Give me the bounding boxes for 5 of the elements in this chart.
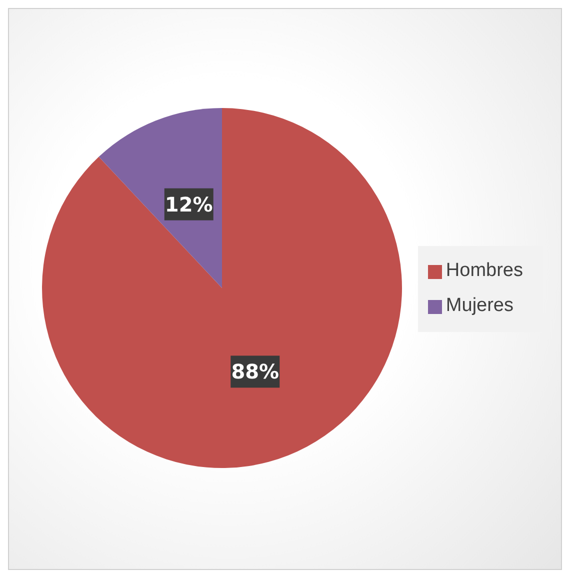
data-label: 12%: [164, 192, 213, 216]
pie-slice: [42, 108, 402, 468]
legend-label: Mujeres: [446, 295, 514, 316]
data-label: 88%: [231, 360, 280, 384]
legend-label: Hombres: [446, 260, 523, 281]
